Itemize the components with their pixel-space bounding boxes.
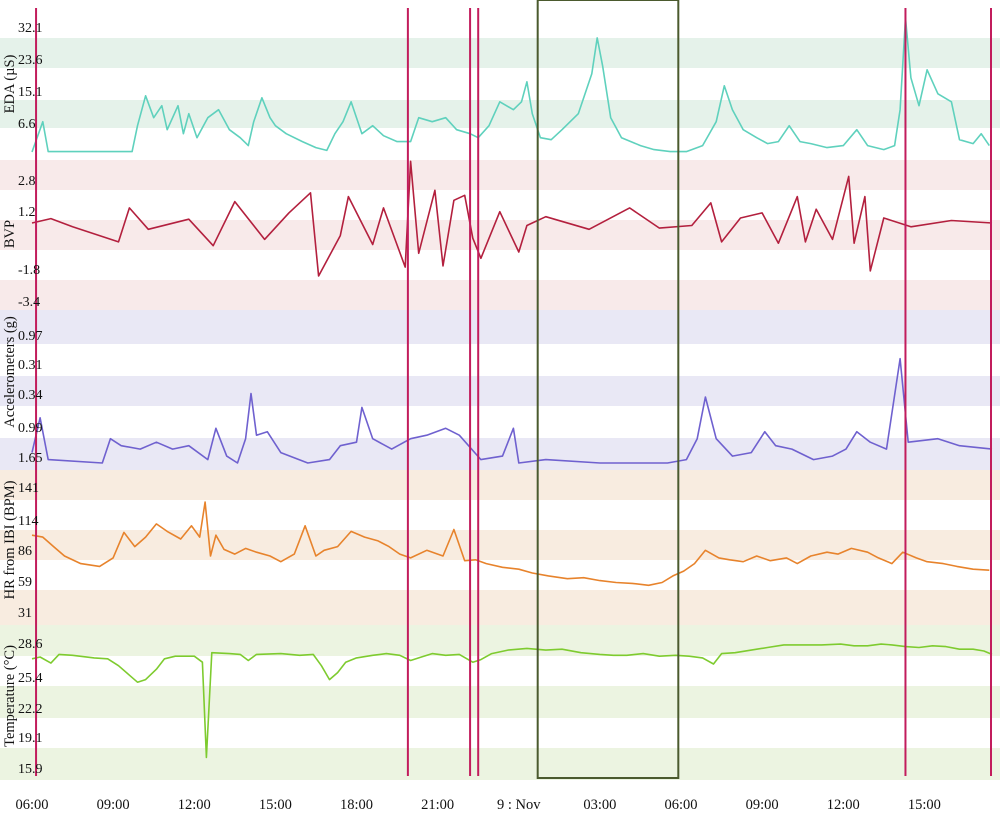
eda-y-tick-label: 6.6 (18, 117, 36, 132)
x-tick-label: 06:00 (15, 797, 48, 813)
eda-y-tick-label: 23.6 (18, 53, 43, 68)
x-tick-label: 15:00 (259, 797, 292, 813)
temp-y-tick-label: 22.2 (18, 702, 43, 717)
x-tick-label: 09:00 (97, 797, 130, 813)
hr-y-tick-label: 114 (18, 514, 38, 529)
x-tick-labels: 06:00 09:00 12:00 15:00 18:00 21:00 9 : Nov 03:… (15, 797, 940, 813)
x-tick-label: 06:00 (664, 797, 697, 813)
hr-band (0, 470, 1000, 500)
eda-y-axis-label: EDA (µS) (2, 54, 18, 113)
background-bands (0, 38, 1000, 780)
acc-y-axis-label: Accelerometers (g) (2, 316, 18, 428)
acc-y-tick-label: 0.97 (18, 329, 43, 344)
bvp-y-tick-label: 1.2 (18, 205, 36, 220)
acc-band (0, 376, 1000, 406)
temp-band (0, 748, 1000, 780)
acc-y-tick-label: 0.31 (18, 358, 43, 373)
bvp-band (0, 280, 1000, 310)
x-tick-label: 9 : Nov (497, 797, 541, 813)
acc-band (0, 310, 1000, 344)
x-tick-label: 03:00 (583, 797, 616, 813)
bvp-y-tick-label: 2.8 (18, 174, 36, 189)
x-tick-label: 12:00 (827, 797, 860, 813)
eda-y-tick-label: 32.1 (18, 21, 43, 36)
hr-band (0, 590, 1000, 625)
temp-y-tick-label: 15.9 (18, 762, 43, 777)
hr-y-tick-label: 59 (18, 575, 32, 590)
hr-band (0, 530, 1000, 560)
x-tick-label: 21:00 (421, 797, 454, 813)
temp-y-tick-label: 28.6 (18, 637, 43, 652)
acc-y-tick-label: 0.34 (18, 388, 43, 403)
acc-y-tick-label: 0.99 (18, 421, 43, 436)
temp-y-tick-label: 25.4 (18, 671, 43, 686)
temp-y-tick-label: 19.1 (18, 731, 43, 746)
bvp-y-tick-label: -3.4 (18, 295, 40, 310)
hr-y-tick-label: 86 (18, 544, 32, 559)
x-tick-label: 15:00 (908, 797, 941, 813)
bvp-y-tick-label: -1.8 (18, 263, 40, 278)
temp-y-axis-label: Temperature (°C) (2, 645, 18, 747)
bvp-band (0, 220, 1000, 250)
acc-y-tick-label: 1.65 (18, 451, 43, 466)
hr-y-axis-label: HR from IBI (BPM) (2, 480, 18, 599)
x-tick-label: 18:00 (340, 797, 373, 813)
bvp-y-axis-label: BVP (2, 220, 18, 248)
eda-band (0, 38, 1000, 68)
eda-y-tick-label: 15.1 (18, 85, 43, 100)
temp-band (0, 686, 1000, 718)
eda-band (0, 100, 1000, 128)
x-tick-label: 12:00 (178, 797, 211, 813)
hr-y-tick-label: 141 (18, 481, 39, 496)
x-tick-label: 09:00 (746, 797, 779, 813)
hr-y-tick-label: 31 (18, 606, 32, 621)
